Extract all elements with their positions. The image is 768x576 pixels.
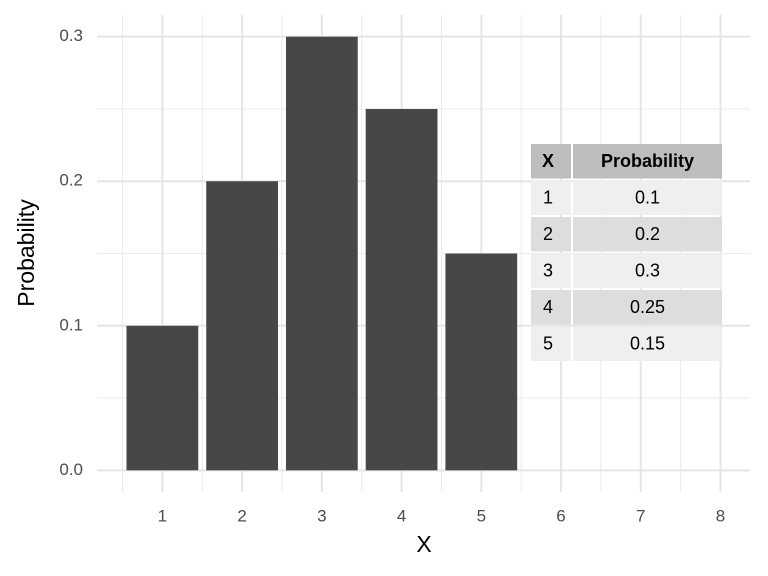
table-header-cell [573, 144, 722, 179]
x-tick-label: 2 [237, 506, 246, 525]
table-cell [573, 217, 722, 252]
table-cell-text: 5 [543, 334, 553, 354]
table-cell-text: 1 [543, 188, 553, 208]
table-header-text: Probability [601, 151, 694, 171]
table-cell [573, 253, 722, 288]
table-cell [531, 326, 571, 361]
y-tick-label: 0.0 [59, 460, 83, 479]
y-tick-label: 0.3 [59, 26, 83, 45]
table-header-text: X [542, 151, 554, 171]
table-cell [573, 180, 722, 215]
table-cell-text: 0.1 [635, 188, 660, 208]
y-tick-label: 0.1 [59, 315, 83, 334]
x-tick-label: 1 [158, 506, 167, 525]
table-cell-text: 0.3 [635, 261, 660, 281]
y-axis-title: Probability [13, 199, 39, 307]
table-cell-text: 0.25 [630, 297, 665, 317]
table-cell [531, 217, 571, 252]
table-cell-text: 2 [543, 224, 553, 244]
bar [206, 181, 278, 471]
bar [365, 108, 438, 471]
table-cell [573, 290, 722, 325]
x-axis-title: X [416, 531, 431, 557]
table-cell [573, 326, 722, 361]
x-tick-label: 7 [636, 506, 645, 525]
table-cell [531, 290, 571, 325]
x-tick-label: 3 [317, 506, 326, 525]
table-cell [531, 253, 571, 288]
y-tick-label: 0.2 [59, 171, 83, 190]
x-tick-label: 4 [397, 506, 406, 525]
table-cell-text: 4 [543, 297, 553, 317]
bar [126, 325, 199, 471]
x-tick-label: 5 [477, 506, 486, 525]
x-tick-label: 8 [716, 506, 725, 525]
table-cell-text: 0.15 [630, 334, 665, 354]
table-header-cell [531, 144, 571, 179]
bar [285, 36, 358, 471]
table-cell-text: 3 [543, 261, 553, 281]
bar [445, 253, 518, 471]
table-cell-text: 0.2 [635, 224, 660, 244]
table-cell [531, 180, 571, 215]
x-tick-label: 6 [556, 506, 565, 525]
